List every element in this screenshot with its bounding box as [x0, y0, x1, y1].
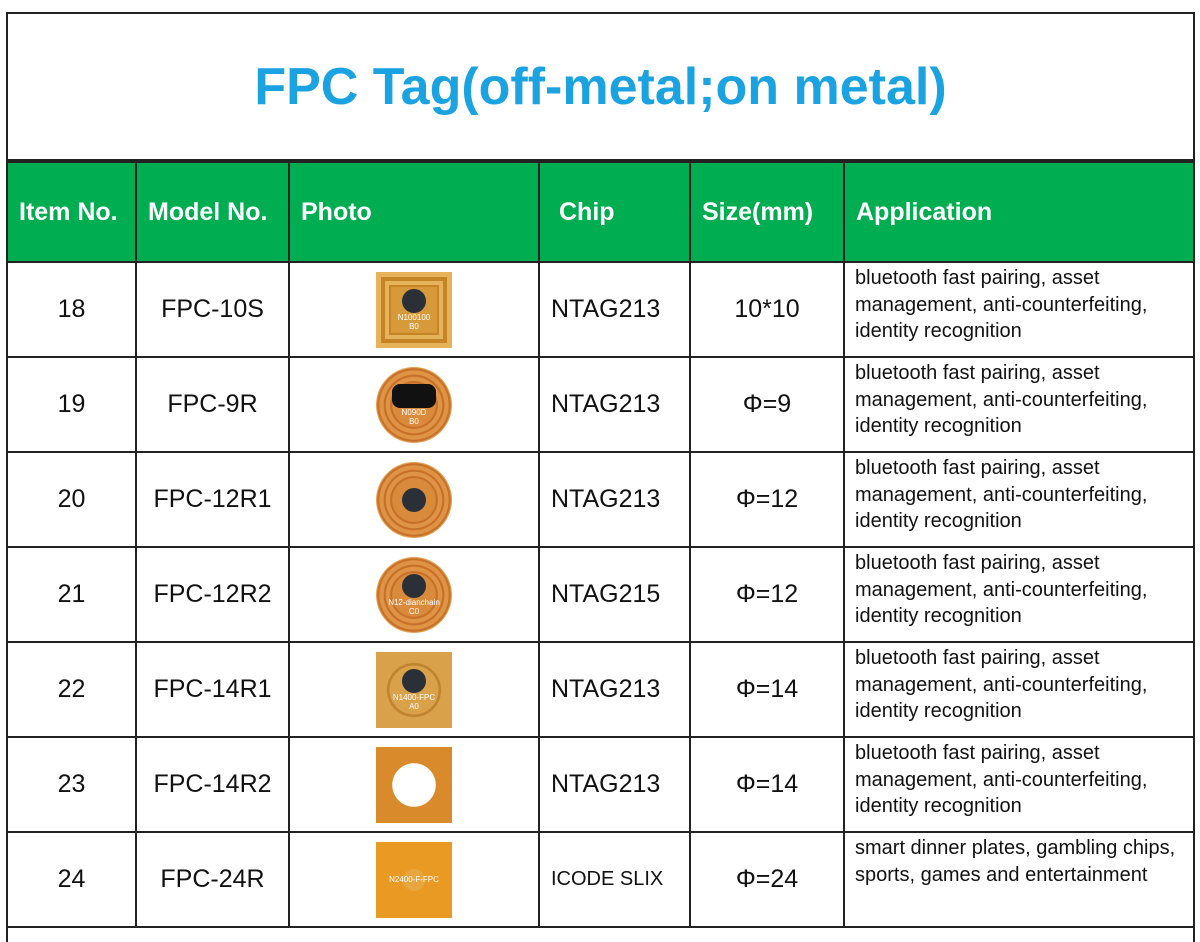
tag-photo: N100100 B0 — [376, 271, 452, 348]
table-row: 21 FPC-12R2 N12-dianchain C0 NTAG215 Φ=1… — [8, 546, 1193, 643]
header-item-no: Item No. — [8, 161, 137, 263]
tag-photo — [376, 746, 452, 823]
table-row: 23 FPC-14R2 NTAG213 Φ=14 bluetooth fast … — [8, 736, 1193, 833]
size: Φ=12 — [689, 451, 845, 548]
photo-cell — [288, 451, 540, 548]
item-no: 20 — [8, 451, 137, 548]
tag-photo: N12-dianchain C0 — [376, 556, 452, 633]
header-application: Application — [843, 161, 1193, 263]
application: bluetooth fast pairing, asset management… — [843, 451, 1193, 548]
model-no: FPC-14R2 — [135, 736, 290, 833]
model-no: FPC-14R1 — [135, 641, 290, 738]
size: 10*10 — [689, 261, 845, 358]
size: Φ=14 — [689, 736, 845, 833]
page-title: FPC Tag(off-metal;on metal) — [8, 14, 1193, 161]
header-size: Size(mm) — [689, 161, 845, 263]
item-no: 21 — [8, 546, 137, 643]
size: Φ=14 — [689, 641, 845, 738]
model-no: FPC-9R — [135, 356, 290, 453]
photo-label: N12-dianchain — [388, 597, 440, 607]
application: bluetooth fast pairing, asset management… — [843, 546, 1193, 643]
header-photo: Photo — [288, 161, 540, 263]
header-chip: Chip — [538, 161, 691, 263]
header-row: Item No. Model No. Photo Chip Size(mm) A… — [8, 161, 1193, 263]
chip: NTAG213 — [538, 641, 691, 738]
photo-label: B0 — [409, 321, 419, 331]
tag-photo: N090D B0 — [376, 366, 452, 443]
application: smart dinner plates, gambling chips, spo… — [843, 831, 1193, 928]
size: Φ=24 — [689, 831, 845, 928]
photo-cell: N2400-F-FPC — [288, 831, 540, 928]
chip-icon — [392, 383, 436, 408]
chip-icon — [402, 668, 426, 693]
photo-cell: N12-dianchain C0 — [288, 546, 540, 643]
model-no: FPC-24R — [135, 831, 290, 928]
product-table: Item No. Model No. Photo Chip Size(mm) A… — [8, 161, 1193, 928]
photo-cell: N100100 B0 — [288, 261, 540, 358]
application: bluetooth fast pairing, asset management… — [843, 261, 1193, 358]
photo-cell — [288, 736, 540, 833]
tag-photo: N2400-F-FPC — [376, 841, 452, 918]
photo-label: N2400-F-FPC — [389, 875, 439, 884]
model-no: FPC-12R1 — [135, 451, 290, 548]
chip: NTAG213 — [538, 356, 691, 453]
model-no: FPC-10S — [135, 261, 290, 358]
size: Φ=12 — [689, 546, 845, 643]
photo-label: A0 — [409, 701, 419, 711]
chip-icon — [402, 487, 426, 512]
chip: NTAG213 — [538, 451, 691, 548]
item-no: 22 — [8, 641, 137, 738]
photo-cell: N090D B0 — [288, 356, 540, 453]
product-sheet: FPC Tag(off-metal;on metal) Item No. Mod… — [6, 12, 1195, 942]
item-no: 23 — [8, 736, 137, 833]
chip-icon — [402, 573, 426, 598]
application: bluetooth fast pairing, asset management… — [843, 356, 1193, 453]
photo-label: B0 — [409, 416, 419, 426]
table-row: 20 FPC-12R1 NTAG213 Φ=12 bluetooth fast … — [8, 451, 1193, 548]
chip: ICODE SLIX — [538, 831, 691, 928]
table-row: 19 FPC-9R N090D B0 NTAG213 Φ=9 bluetooth… — [8, 356, 1193, 453]
tag-photo — [376, 461, 452, 538]
application: bluetooth fast pairing, asset management… — [843, 641, 1193, 738]
size: Φ=9 — [689, 356, 845, 453]
table-row: 22 FPC-14R1 N1400-FPC A0 NTAG213 Φ=14 bl… — [8, 641, 1193, 738]
chip: NTAG213 — [538, 261, 691, 358]
chip-icon — [402, 288, 426, 313]
table-row: 18 FPC-10S N100100 B0 NTAG213 10*10 blue… — [8, 261, 1193, 358]
photo-cell: N1400-FPC A0 — [288, 641, 540, 738]
tag-photo: N1400-FPC A0 — [376, 651, 452, 728]
item-no: 19 — [8, 356, 137, 453]
model-no: FPC-12R2 — [135, 546, 290, 643]
table-row: 24 FPC-24R N2400-F-FPC ICODE SLIX Φ=24 s… — [8, 831, 1193, 928]
photo-label: N090D — [401, 407, 427, 417]
application: bluetooth fast pairing, asset management… — [843, 736, 1193, 833]
photo-label: N1400-FPC — [392, 692, 436, 702]
photo-label: C0 — [408, 606, 420, 616]
chip: NTAG215 — [538, 546, 691, 643]
item-no: 24 — [8, 831, 137, 928]
photo-label: N100100 — [397, 312, 431, 322]
chip: NTAG213 — [538, 736, 691, 833]
item-no: 18 — [8, 261, 137, 358]
header-model-no: Model No. — [135, 161, 290, 263]
